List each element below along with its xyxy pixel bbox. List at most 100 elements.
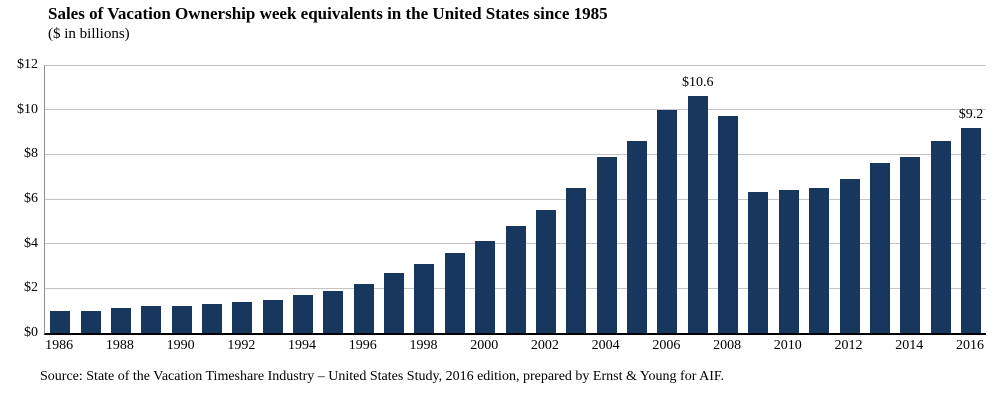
x-axis-label-1988: 1988 [105,338,134,353]
x-axis-label-1994: 1994 [288,338,317,353]
x-axis-label-2012: 2012 [834,338,863,353]
x-axis-label-1998: 1998 [409,338,438,353]
bar-2004 [596,156,617,333]
bar-slot-2003 [561,65,591,333]
bar-1996 [353,283,374,333]
x-axis-label-empty [257,338,287,354]
bar-slot-2004 [591,65,621,333]
y-axis-label: $0 [24,325,38,340]
x-axis-label-empty [742,338,772,354]
bar-1992 [232,301,253,333]
bar-slot-2011 [804,65,834,333]
x-axis-label-2006: 2006 [652,338,681,353]
bar-slot-2014 [895,65,925,333]
bar-2008 [718,116,739,333]
bar-slot-2015 [925,65,955,333]
x-axis-label-empty [196,338,226,354]
bar-2001 [505,225,526,333]
bar-2016 [960,127,981,333]
x-axis-label-2014: 2014 [895,338,924,353]
x-axis-label-1996: 1996 [348,338,377,353]
bars-row: $10.6 $9.2 [45,65,986,333]
x-axis-label-2000: 2000 [470,338,499,353]
y-axis-label: $12 [17,57,38,72]
x-axis-label-empty [864,338,894,354]
bar-slot-1999 [440,65,470,333]
y-axis-label: $2 [24,280,38,296]
bar-1987 [80,310,101,333]
bar-slot-1995 [318,65,348,333]
bar-slot-2007: $10.6 [681,65,714,333]
bar-2007 [687,96,708,333]
chart-subtitle: ($ in billions) [48,26,130,42]
bar-2015 [930,140,951,333]
bar-2010 [778,190,799,333]
bar-slot-2008 [713,65,743,333]
x-axis-label-empty [621,338,651,354]
bar-1997 [384,272,405,333]
bar-2013 [869,163,890,333]
y-axis-label: $4 [24,235,38,251]
bar-1999 [444,252,465,333]
bar-2009 [748,192,769,333]
x-axis-label-1992: 1992 [227,338,256,353]
x-axis-label-2016: 2016 [955,338,984,353]
gridline-6 [45,198,986,200]
bar-slot-1998 [409,65,439,333]
x-axis-label-empty [439,338,469,354]
y-axis-label: $6 [24,191,38,206]
bar-slot-1990 [166,65,196,333]
bar-2012 [839,178,860,333]
bar-slot-1993 [258,65,288,333]
x-axis-label-1990: 1990 [166,338,195,353]
bar-slot-1997 [379,65,409,333]
bar-slot-2012 [834,65,864,333]
bar-slot-1996 [349,65,379,333]
bar-1986 [50,310,71,333]
x-axis-label-1986: 1986 [45,338,74,353]
bar-slot-1988 [106,65,136,333]
x-axis-label-empty [317,338,347,354]
bar-1998 [414,263,435,333]
bar-slot-2002 [531,65,561,333]
x-axis-label-2008: 2008 [713,338,742,353]
bar-1988 [110,308,131,333]
bar-slot-1991 [197,65,227,333]
bar-2011 [809,187,830,333]
bar-slot-2010 [774,65,804,333]
x-axis-label-empty [499,338,529,354]
y-axis-labels: $0 $2 $4 $6 $8 $10 $12 [0,58,38,340]
source-note: Source: State of the Vacation Timeshare … [40,369,725,384]
bar-2005 [627,140,647,333]
x-axis-labels: 1986 1988 1990 1992 1994 1996 1998 2000 2002 2004… [44,338,985,354]
x-axis-label-2002: 2002 [530,338,559,353]
bar-1989 [141,306,162,333]
x-axis-label-empty [135,338,165,354]
bar-slot-2016: $9.2 [956,65,986,333]
bar-1990 [171,306,192,333]
x-axis-label-2004: 2004 [591,338,620,353]
bar-slot-2005 [622,65,652,333]
plot-area: $10.6 $9.2 [44,64,986,335]
bar-1991 [201,303,222,333]
gridline-10 [45,109,986,111]
bar-value-label-2007: $10.6 [681,75,714,91]
bar-2014 [900,156,921,333]
y-axis-label: $8 [24,146,38,162]
bar-value-label-2016: $9.2 [958,106,984,122]
x-axis-label-empty [924,338,954,354]
bar-slot-2000 [470,65,500,333]
bar-slot-1986 [45,65,75,333]
bar-1993 [262,299,283,333]
bar-2006 [657,109,678,333]
bar-slot-1992 [227,65,257,333]
bar-slot-1989 [136,65,166,333]
bar-slot-2013 [865,65,895,333]
x-axis-label-empty [803,338,833,354]
bar-1995 [323,290,344,333]
bar-slot-1987 [75,65,105,333]
bar-slot-2009 [743,65,773,333]
x-axis-label-empty [378,338,408,354]
bar-slot-1994 [288,65,318,333]
gridline-8 [45,153,986,155]
